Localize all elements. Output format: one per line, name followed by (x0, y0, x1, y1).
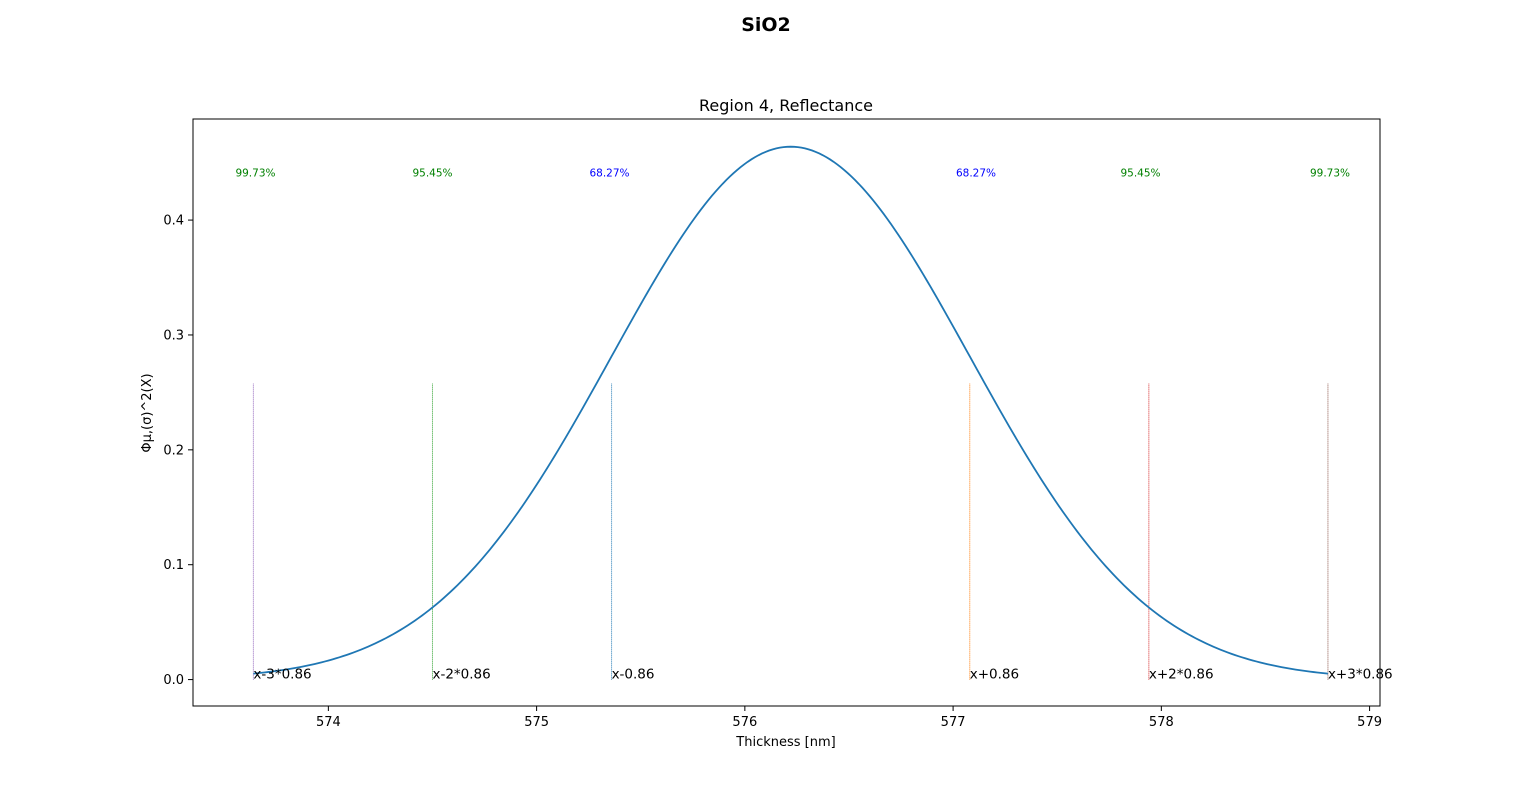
sigma-marker-label-2: x-0.86 (612, 667, 655, 683)
sigma-marker-label-4: x+2*0.86 (1149, 667, 1214, 683)
confidence-annotation-0: 99.73% (235, 167, 275, 179)
x-tick-label-4: 578 (1149, 715, 1174, 730)
confidence-annotation-2: 68.27% (589, 167, 629, 179)
x-tick-label-3: 577 (941, 715, 966, 730)
y-tick-label-3: 0.3 (163, 328, 184, 343)
axes-frame (192, 118, 1381, 707)
x-tick-label-0: 574 (316, 715, 341, 730)
x-tick-label-1: 575 (524, 715, 549, 730)
annotations-layer: 99.73% 95.45% 68.27% 68.27% 95.45% 99.73% (235, 167, 1350, 179)
marker-labels-layer: x-3*0.86 x-2*0.86 x-0.86 x+0.86 x+2*0.86 x+3*… (253, 667, 1392, 683)
sigma-marker-label-5: x+3*0.86 (1328, 667, 1393, 683)
y-tick-label-4: 0.4 (163, 214, 184, 229)
sigma-marker-label-0: x-3*0.86 (253, 667, 311, 683)
confidence-annotation-4: 95.45% (1120, 167, 1160, 179)
confidence-annotation-5: 99.73% (1310, 167, 1350, 179)
y-tick-label-0: 0.0 (163, 673, 184, 688)
chart-title: SiO2 (741, 14, 791, 36)
x-tick-label-2: 576 (732, 715, 757, 730)
y-axis-label: Φμ,(σ)^2(X) (140, 373, 155, 452)
y-tick-label-2: 0.2 (163, 443, 184, 458)
sigma-marker-label-3: x+0.86 (970, 667, 1019, 683)
confidence-annotation-1: 95.45% (412, 167, 452, 179)
chart-subtitle: Region 4, Reflectance (699, 96, 873, 115)
y-tick-label-1: 0.1 (163, 558, 184, 573)
x-axis-label: Thickness [nm] (735, 735, 835, 750)
series-line-gaussian (253, 145, 1329, 675)
x-tick-label-5: 579 (1357, 715, 1382, 730)
markers-layer (252, 383, 1329, 680)
sigma-marker-label-1: x-2*0.86 (432, 667, 490, 683)
y-axis: 0.0 0.1 0.2 0.3 0.4 (163, 214, 193, 688)
confidence-annotation-3: 68.27% (956, 167, 996, 179)
plot-area: x-3*0.86 x-2*0.86 x-0.86 x+0.86 x+2*0.86 x+3*… (192, 118, 1393, 707)
x-axis: 574 575 576 577 578 579 (316, 706, 1382, 730)
